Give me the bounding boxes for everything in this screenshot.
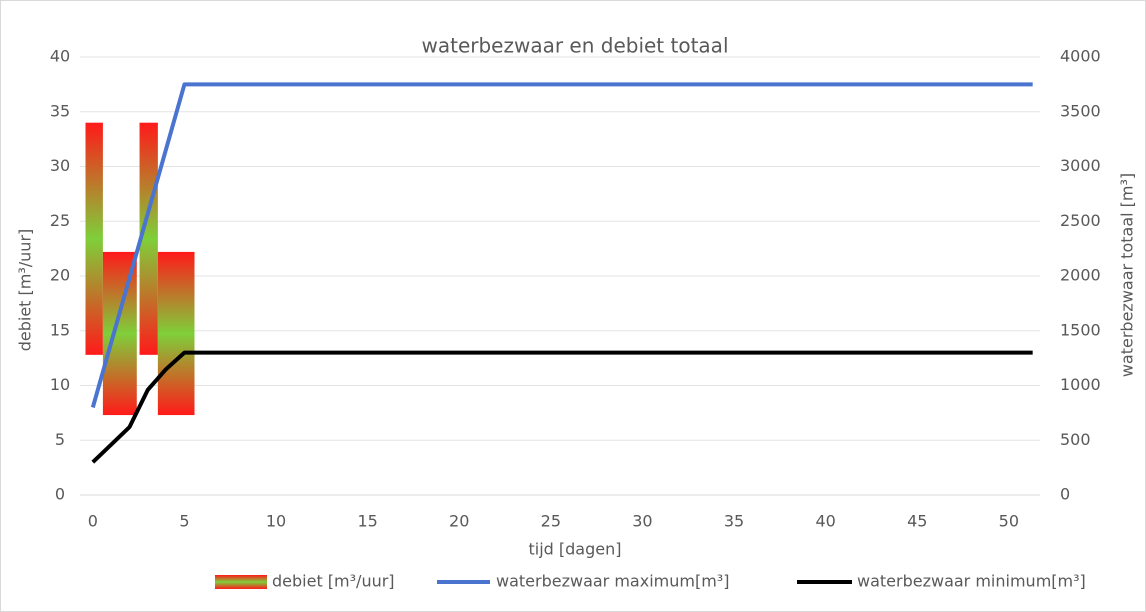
y-axis-title: debiet [m³/uur] — [16, 229, 35, 352]
legend-swatch — [215, 575, 267, 589]
y2-tick-label: 500 — [1060, 430, 1091, 449]
y2-tick-label: 3000 — [1060, 156, 1101, 175]
y2-tick-label: 1000 — [1060, 375, 1101, 394]
y-tick-label: 30 — [50, 156, 70, 175]
x-tick-label: 20 — [449, 512, 469, 531]
y2-tick-label: 2500 — [1060, 211, 1101, 230]
y-tick-label: 20 — [50, 266, 70, 285]
x-tick-label: 30 — [632, 512, 652, 531]
y-tick-label: 25 — [50, 211, 70, 230]
x-tick-label: 10 — [266, 512, 286, 531]
legend-label: waterbezwaar minimum[m³] — [857, 572, 1086, 591]
line — [91, 350, 1033, 464]
x-tick-label: 45 — [907, 512, 927, 531]
y-tick-label: 35 — [50, 101, 70, 120]
y-tick-label: 5 — [55, 430, 65, 449]
legend-label: waterbezwaar maximum[m³] — [496, 572, 729, 591]
x-tick-label: 0 — [88, 512, 98, 531]
bar — [139, 122, 158, 355]
y2-tick-label: 3500 — [1060, 101, 1101, 120]
y2-tick-label: 0 — [1060, 485, 1070, 504]
x-axis-title: tijd [dagen] — [529, 540, 622, 559]
y2-tick-label: 1500 — [1060, 320, 1101, 339]
x-tick-label: 35 — [724, 512, 744, 531]
x-tick-label: 50 — [999, 512, 1019, 531]
x-tick-label: 15 — [357, 512, 377, 531]
x-tick-label: 40 — [815, 512, 835, 531]
bar — [157, 251, 195, 416]
legend-label: debiet [m³/uur] — [272, 572, 395, 591]
bar — [85, 122, 103, 355]
y-tick-label: 40 — [50, 47, 70, 66]
y2-tick-label: 2000 — [1060, 266, 1101, 285]
line — [90, 82, 1033, 408]
y-tick-label: 10 — [50, 375, 70, 394]
y2-axis-title: waterbezwaar totaal [m³] — [1118, 173, 1137, 377]
y-tick-label: 15 — [50, 320, 70, 339]
y-tick-label: 0 — [55, 485, 65, 504]
x-tick-label: 25 — [541, 512, 561, 531]
chart-title: waterbezwaar en debiet totaal — [421, 34, 728, 58]
y2-tick-label: 4000 — [1060, 47, 1101, 66]
x-tick-label: 5 — [179, 512, 189, 531]
